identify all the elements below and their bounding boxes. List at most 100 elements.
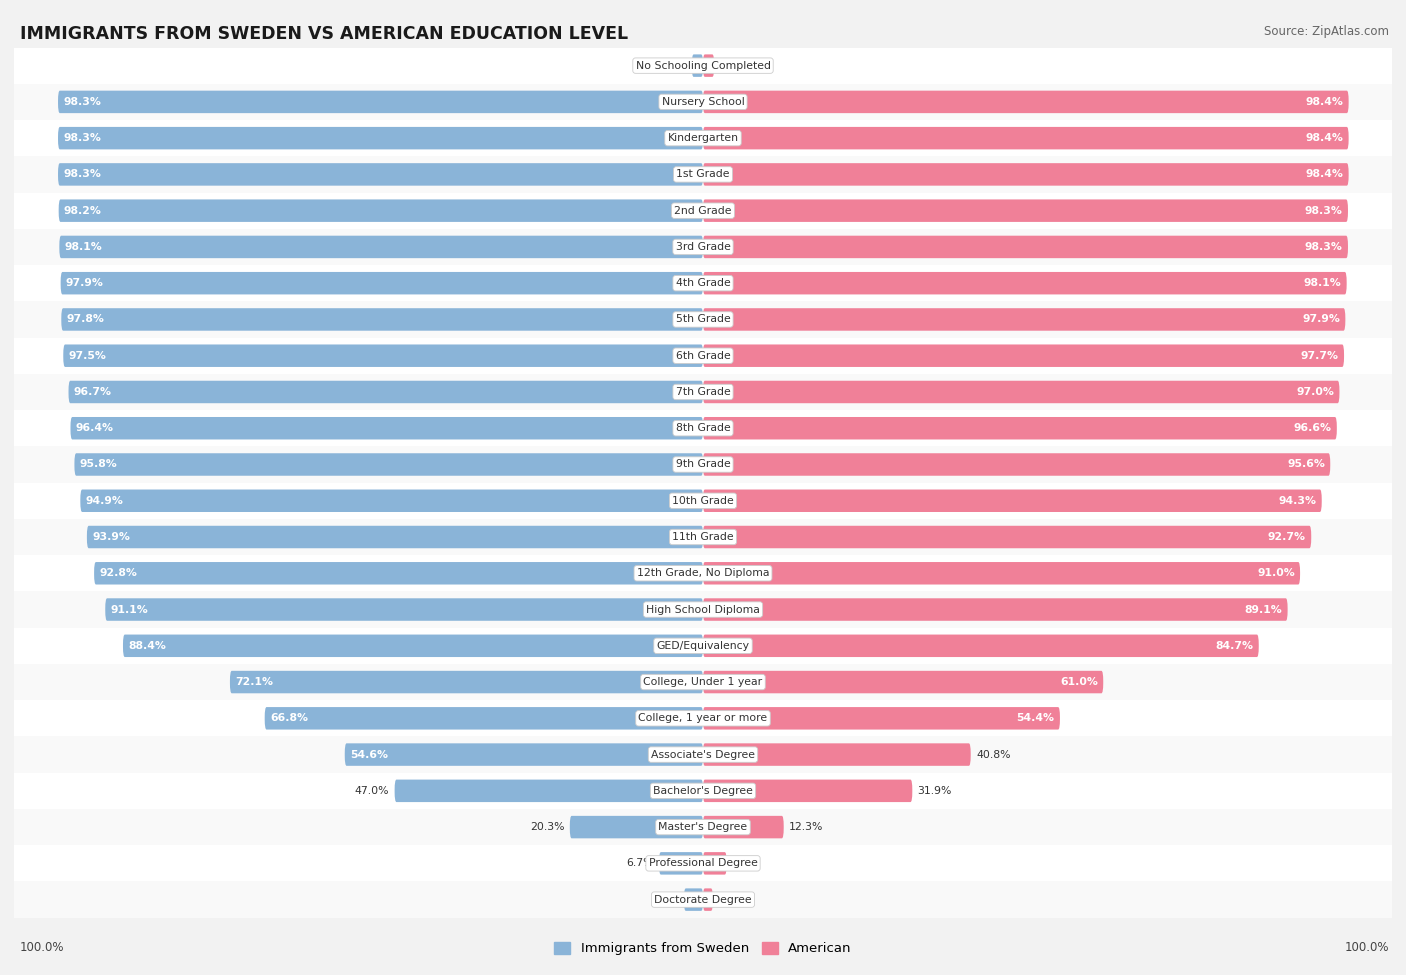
FancyBboxPatch shape [683,888,703,911]
Text: 1st Grade: 1st Grade [676,170,730,179]
FancyBboxPatch shape [703,200,1348,222]
Text: 100.0%: 100.0% [1344,941,1389,954]
FancyBboxPatch shape [69,380,703,404]
Legend: Immigrants from Sweden, American: Immigrants from Sweden, American [548,937,858,960]
Text: 97.8%: 97.8% [66,315,104,325]
Text: 10th Grade: 10th Grade [672,495,734,506]
Text: Kindergarten: Kindergarten [668,134,738,143]
FancyBboxPatch shape [60,272,703,294]
Bar [14,773,1392,809]
FancyBboxPatch shape [87,526,703,548]
Text: No Schooling Completed: No Schooling Completed [636,60,770,70]
Text: 97.0%: 97.0% [1296,387,1334,397]
FancyBboxPatch shape [692,55,703,77]
FancyBboxPatch shape [63,344,703,367]
Text: 98.3%: 98.3% [63,170,101,179]
Text: 1.5%: 1.5% [718,895,745,905]
Text: Doctorate Degree: Doctorate Degree [654,895,752,905]
Bar [14,120,1392,156]
Text: Source: ZipAtlas.com: Source: ZipAtlas.com [1264,25,1389,38]
Text: 1.7%: 1.7% [659,60,686,70]
Bar [14,483,1392,519]
Bar [14,628,1392,664]
Text: 98.3%: 98.3% [1305,242,1343,252]
FancyBboxPatch shape [703,635,1258,657]
Text: 97.5%: 97.5% [69,351,107,361]
Text: 61.0%: 61.0% [1060,677,1098,687]
Text: 98.3%: 98.3% [63,134,101,143]
FancyBboxPatch shape [703,707,1060,729]
Text: 6th Grade: 6th Grade [676,351,730,361]
Text: 54.4%: 54.4% [1017,714,1054,723]
FancyBboxPatch shape [703,671,1104,693]
FancyBboxPatch shape [703,380,1340,404]
Text: 98.1%: 98.1% [1303,278,1341,289]
FancyBboxPatch shape [703,91,1348,113]
Text: 98.3%: 98.3% [63,97,101,107]
Text: 98.2%: 98.2% [63,206,101,215]
Text: 12.3%: 12.3% [789,822,824,832]
Text: 94.3%: 94.3% [1278,495,1316,506]
FancyBboxPatch shape [264,707,703,729]
Text: 9th Grade: 9th Grade [676,459,730,470]
Text: 95.8%: 95.8% [80,459,118,470]
FancyBboxPatch shape [703,127,1348,149]
Bar [14,845,1392,881]
Bar [14,519,1392,555]
Text: 40.8%: 40.8% [976,750,1011,760]
FancyBboxPatch shape [59,236,703,258]
Text: 31.9%: 31.9% [918,786,952,796]
Text: 66.8%: 66.8% [270,714,308,723]
FancyBboxPatch shape [122,635,703,657]
Text: 88.4%: 88.4% [128,641,166,650]
Text: 11th Grade: 11th Grade [672,532,734,542]
Text: Nursery School: Nursery School [662,97,744,107]
FancyBboxPatch shape [703,344,1344,367]
Text: High School Diploma: High School Diploma [647,604,759,614]
FancyBboxPatch shape [58,127,703,149]
Text: 89.1%: 89.1% [1244,604,1282,614]
Bar [14,337,1392,373]
FancyBboxPatch shape [703,816,783,838]
FancyBboxPatch shape [703,163,1348,185]
FancyBboxPatch shape [344,743,703,765]
Text: Professional Degree: Professional Degree [648,858,758,869]
FancyBboxPatch shape [703,743,970,765]
Bar [14,301,1392,337]
Text: 96.4%: 96.4% [76,423,114,433]
FancyBboxPatch shape [62,308,703,331]
FancyBboxPatch shape [659,852,703,875]
Bar [14,373,1392,410]
Text: 96.7%: 96.7% [73,387,111,397]
FancyBboxPatch shape [703,562,1301,585]
Text: 4th Grade: 4th Grade [676,278,730,289]
FancyBboxPatch shape [703,308,1346,331]
Text: 92.7%: 92.7% [1268,532,1306,542]
Text: 97.9%: 97.9% [1302,315,1340,325]
Text: 54.6%: 54.6% [350,750,388,760]
Bar [14,700,1392,736]
Bar [14,809,1392,845]
FancyBboxPatch shape [59,200,703,222]
Bar [14,229,1392,265]
Text: 97.9%: 97.9% [66,278,104,289]
FancyBboxPatch shape [703,888,713,911]
Bar [14,555,1392,592]
Text: 5th Grade: 5th Grade [676,315,730,325]
Text: 2.9%: 2.9% [651,895,679,905]
Text: 1.7%: 1.7% [720,60,747,70]
FancyBboxPatch shape [75,453,703,476]
Text: 100.0%: 100.0% [20,941,65,954]
Text: 92.8%: 92.8% [100,568,138,578]
Bar [14,447,1392,483]
FancyBboxPatch shape [703,599,1288,621]
FancyBboxPatch shape [569,816,703,838]
FancyBboxPatch shape [703,489,1322,512]
Text: 84.7%: 84.7% [1216,641,1254,650]
Text: 2nd Grade: 2nd Grade [675,206,731,215]
Text: 97.7%: 97.7% [1301,351,1339,361]
Text: GED/Equivalency: GED/Equivalency [657,641,749,650]
Text: 95.6%: 95.6% [1286,459,1324,470]
FancyBboxPatch shape [703,236,1348,258]
Text: 6.7%: 6.7% [626,858,654,869]
